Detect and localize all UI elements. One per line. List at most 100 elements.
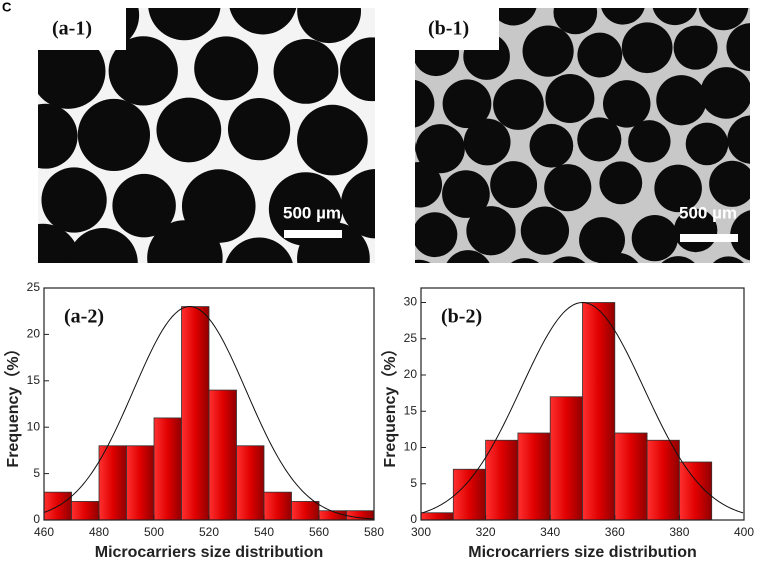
bead (577, 117, 622, 162)
bead (726, 23, 750, 72)
x-tick-label: 480 (89, 525, 109, 539)
x-tick-label: 500 (144, 525, 164, 539)
bead (602, 80, 651, 128)
bead (490, 8, 537, 26)
bead (709, 160, 750, 207)
bead (194, 36, 259, 101)
bead (599, 161, 643, 205)
bead (522, 25, 574, 77)
bead (147, 220, 223, 263)
bead (41, 167, 107, 233)
bead (0, 163, 38, 236)
bead (656, 75, 707, 126)
micrograph (334, 0, 760, 309)
label-box (38, 8, 126, 50)
bead (510, 258, 540, 263)
bar (98, 445, 127, 521)
bar (263, 491, 292, 521)
bead (661, 256, 695, 263)
bead (273, 38, 339, 104)
bead (334, 261, 382, 309)
bead (652, 8, 697, 26)
bead (340, 169, 375, 239)
bead (628, 120, 671, 163)
bead (544, 164, 592, 212)
y-axis-label: Frequency（%） (381, 340, 399, 467)
x-tick-label: 320 (476, 525, 496, 539)
bead (415, 162, 443, 208)
bar (153, 417, 182, 521)
bead (598, 252, 639, 263)
y-tick-label: 0 (410, 512, 417, 526)
bead (490, 161, 538, 209)
y-tick-label: 30 (404, 295, 418, 309)
bead (631, 215, 678, 262)
bar (291, 501, 320, 521)
bead (754, 166, 760, 209)
bead (753, 0, 760, 25)
bead (229, 8, 297, 35)
x-tick-label: 460 (34, 525, 54, 539)
bead (601, 8, 645, 25)
y-tick-label: 25 (404, 331, 418, 345)
bead (700, 67, 750, 119)
bead (520, 206, 570, 255)
bead (0, 43, 30, 118)
x-tick-label: 340 (540, 525, 560, 539)
y-tick-label: 0 (33, 512, 40, 526)
y-tick-label: 20 (404, 367, 418, 381)
x-tick-label: 540 (254, 525, 274, 539)
bead (442, 79, 492, 129)
bead (340, 37, 375, 102)
bead (446, 250, 490, 263)
bead (730, 210, 750, 261)
bead (442, 170, 490, 218)
bar (517, 432, 551, 521)
y-tick-label: 15 (27, 373, 41, 387)
fit-curve (43, 306, 375, 520)
x-tick-label: 560 (309, 525, 329, 539)
bead (493, 79, 544, 130)
figure-label: C (2, 0, 12, 14)
bead (552, 256, 586, 263)
x-tick-label: 520 (199, 525, 219, 539)
bead (112, 173, 176, 238)
y-axis-label: Frequency（%） (4, 340, 22, 467)
bar (181, 306, 210, 521)
bead (38, 33, 106, 109)
bead (553, 8, 598, 35)
y-tick-label: 20 (27, 327, 41, 341)
panel-label: (b-2) (441, 306, 482, 328)
bar (549, 396, 583, 521)
bead (727, 115, 750, 164)
bead (466, 206, 516, 256)
bead (415, 212, 458, 258)
bead (529, 123, 574, 168)
bead (108, 36, 178, 106)
y-tick-label: 15 (404, 403, 418, 417)
panel-label: (a-1) (52, 18, 92, 40)
scale-label: 500 µm (679, 203, 737, 222)
scale-bar (680, 234, 738, 242)
x-tick-label: 300 (411, 525, 431, 539)
y-tick-label: 25 (27, 280, 41, 294)
y-tick-label: 10 (27, 419, 41, 433)
bar (126, 445, 155, 521)
bar (614, 432, 648, 521)
bead (38, 103, 78, 169)
bead (297, 8, 361, 44)
bead (698, 8, 749, 31)
y-tick-label: 5 (410, 476, 417, 490)
bead (415, 124, 465, 174)
x-tick-label: 400 (734, 525, 754, 539)
bar (582, 302, 616, 521)
bead (415, 259, 431, 263)
bead (415, 79, 435, 128)
bar (71, 501, 100, 521)
bead (712, 256, 744, 263)
x-tick-label: 580 (364, 525, 384, 539)
x-tick-label: 360 (605, 525, 625, 539)
y-tick-label: 10 (404, 440, 418, 454)
scale-bar (284, 230, 342, 238)
